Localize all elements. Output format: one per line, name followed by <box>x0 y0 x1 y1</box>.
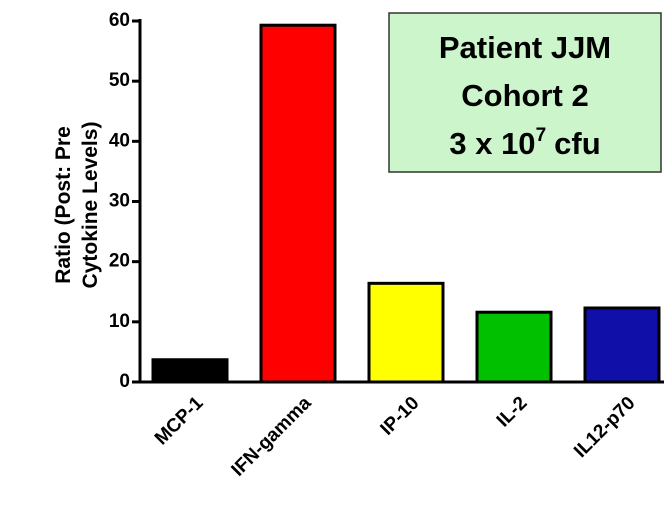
y-tick-label: 50 <box>109 70 130 91</box>
y-axis-label: Ratio (Post: Pre Cytokine Levels) <box>52 122 102 289</box>
y-tick-label: 40 <box>109 130 130 151</box>
bar <box>259 23 337 384</box>
annotation-line: Patient JJM <box>439 30 611 65</box>
y-tick-label: 10 <box>109 311 130 332</box>
bar <box>583 306 661 384</box>
x-tick-label: IP-10 <box>377 393 424 440</box>
bar <box>367 281 445 384</box>
bar <box>475 310 553 384</box>
annotation-box <box>388 12 662 173</box>
annotation-unit: cfu <box>554 126 601 161</box>
annotation-line: Cohort 2 <box>461 78 588 113</box>
x-tick-label: IFN-gamma <box>228 392 316 480</box>
x-tick-label: IL-2 <box>493 393 532 432</box>
y-label-line: Ratio (Post: Pre <box>52 126 75 284</box>
y-tick-label: 30 <box>109 191 130 212</box>
annotation-sup: 7 <box>536 125 547 146</box>
annotation-line: 3 x 107 cfu <box>449 125 600 161</box>
y-tick-label: 20 <box>109 251 130 272</box>
x-tick-label: IL12-p70 <box>570 393 639 462</box>
annotation-base: 3 x 10 <box>449 126 535 161</box>
y-tick-label: 0 <box>119 371 130 392</box>
y-tick-label: 60 <box>109 10 130 31</box>
y-label-line: Cytokine Levels) <box>79 122 102 289</box>
bar <box>151 358 229 384</box>
x-tick-label: MCP-1 <box>151 392 208 449</box>
